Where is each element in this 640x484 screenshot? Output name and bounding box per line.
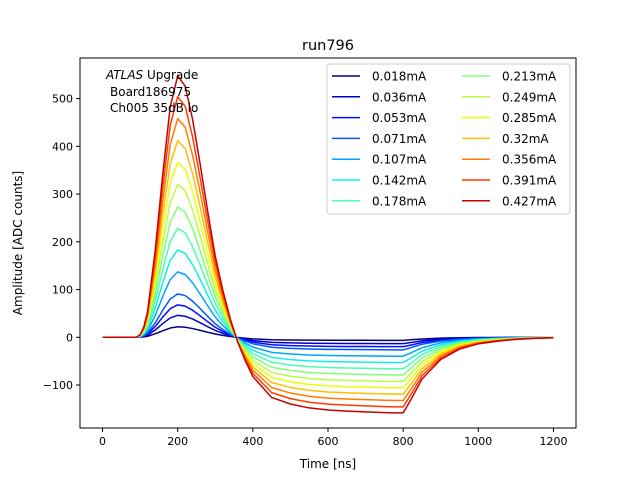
axes-layer: 0 200 400 600 800 1000 1200 −100 0 100 200 300 400 50… <box>43 57 577 448</box>
x-axis-label: Time [ns] <box>299 457 356 471</box>
annotation-board: Board186975 <box>110 85 191 99</box>
x-tick-label: 1200 <box>539 435 567 448</box>
series-line-1 <box>102 326 554 342</box>
series-layer <box>102 74 554 414</box>
x-tick-label: 0 <box>99 435 106 448</box>
series-line-14 <box>102 74 554 414</box>
series-line-4 <box>102 293 554 351</box>
x-tick-label: 1000 <box>464 435 492 448</box>
series-line-7 <box>102 227 554 370</box>
chart-title: run796 <box>302 38 354 54</box>
series-line-11 <box>102 139 554 395</box>
atlas-annotation: ATLAS Upgrade Board186975 Ch005 35dB lo <box>105 68 198 115</box>
y-tick-label: 400 <box>52 140 73 153</box>
legend: 0.018mA 0.036mA 0.053mA 0.071mA 0.107mA 0.142… <box>326 63 571 215</box>
legend-label: 0.018mA <box>372 70 427 84</box>
x-tick-label: 200 <box>167 435 188 448</box>
series-line-10 <box>102 161 554 389</box>
annotation-channel: Ch005 35dB lo <box>110 101 198 115</box>
legend-box <box>326 63 571 215</box>
annotation-upgrade: Upgrade <box>143 68 198 82</box>
legend-label: 0.427mA <box>502 194 557 208</box>
legend-label: 0.213mA <box>502 70 557 84</box>
series-line-2 <box>102 314 554 345</box>
legend-label: 0.178mA <box>372 194 427 208</box>
y-tick-label: 200 <box>52 236 73 249</box>
legend-label: 0.32mA <box>502 132 549 146</box>
legend-label: 0.285mA <box>502 111 557 125</box>
y-tick-label: 300 <box>52 188 73 201</box>
x-tick-label: 600 <box>318 435 339 448</box>
series-line-3 <box>102 304 554 348</box>
y-tick-label: 500 <box>52 93 73 106</box>
series-line-6 <box>102 249 554 364</box>
legend-label: 0.036mA <box>372 90 427 104</box>
legend-label: 0.053mA <box>372 111 427 125</box>
atlas-italic: ATLAS <box>105 68 144 82</box>
legend-label: 0.249mA <box>502 90 557 104</box>
y-tick-label: 0 <box>66 331 73 344</box>
series-line-9 <box>102 183 554 383</box>
y-tick-label: 100 <box>52 284 73 297</box>
y-tick-label: −100 <box>43 379 73 392</box>
legend-label: 0.391mA <box>502 174 557 188</box>
legend-label: 0.071mA <box>372 132 427 146</box>
series-line-8 <box>102 206 554 376</box>
y-axis-label: Amplitude [ADC counts] <box>11 171 25 315</box>
x-tick-label: 800 <box>393 435 414 448</box>
x-tick-label: 400 <box>242 435 263 448</box>
series-line-5 <box>102 271 554 357</box>
legend-label: 0.356mA <box>502 153 557 167</box>
legend-label: 0.142mA <box>372 174 427 188</box>
annotation-line-1: ATLAS Upgrade <box>105 68 198 82</box>
legend-label: 0.107mA <box>372 153 427 167</box>
series-line-13 <box>102 95 554 408</box>
series-line-12 <box>102 117 554 402</box>
